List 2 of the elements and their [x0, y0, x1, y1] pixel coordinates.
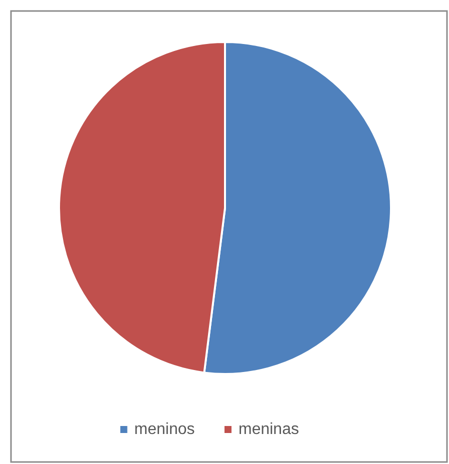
legend-label: meninas [238, 421, 299, 438]
legend-label: meninos [134, 421, 195, 438]
